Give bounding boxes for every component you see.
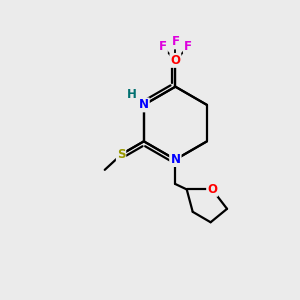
Text: F: F	[184, 40, 192, 53]
Text: N: N	[139, 98, 149, 111]
Text: H: H	[128, 88, 137, 101]
Text: N: N	[170, 153, 180, 166]
Text: F: F	[171, 35, 179, 48]
Text: N: N	[170, 153, 180, 166]
Text: F: F	[159, 40, 167, 53]
Text: O: O	[207, 183, 217, 196]
Text: O: O	[170, 54, 180, 67]
Text: S: S	[117, 148, 125, 161]
